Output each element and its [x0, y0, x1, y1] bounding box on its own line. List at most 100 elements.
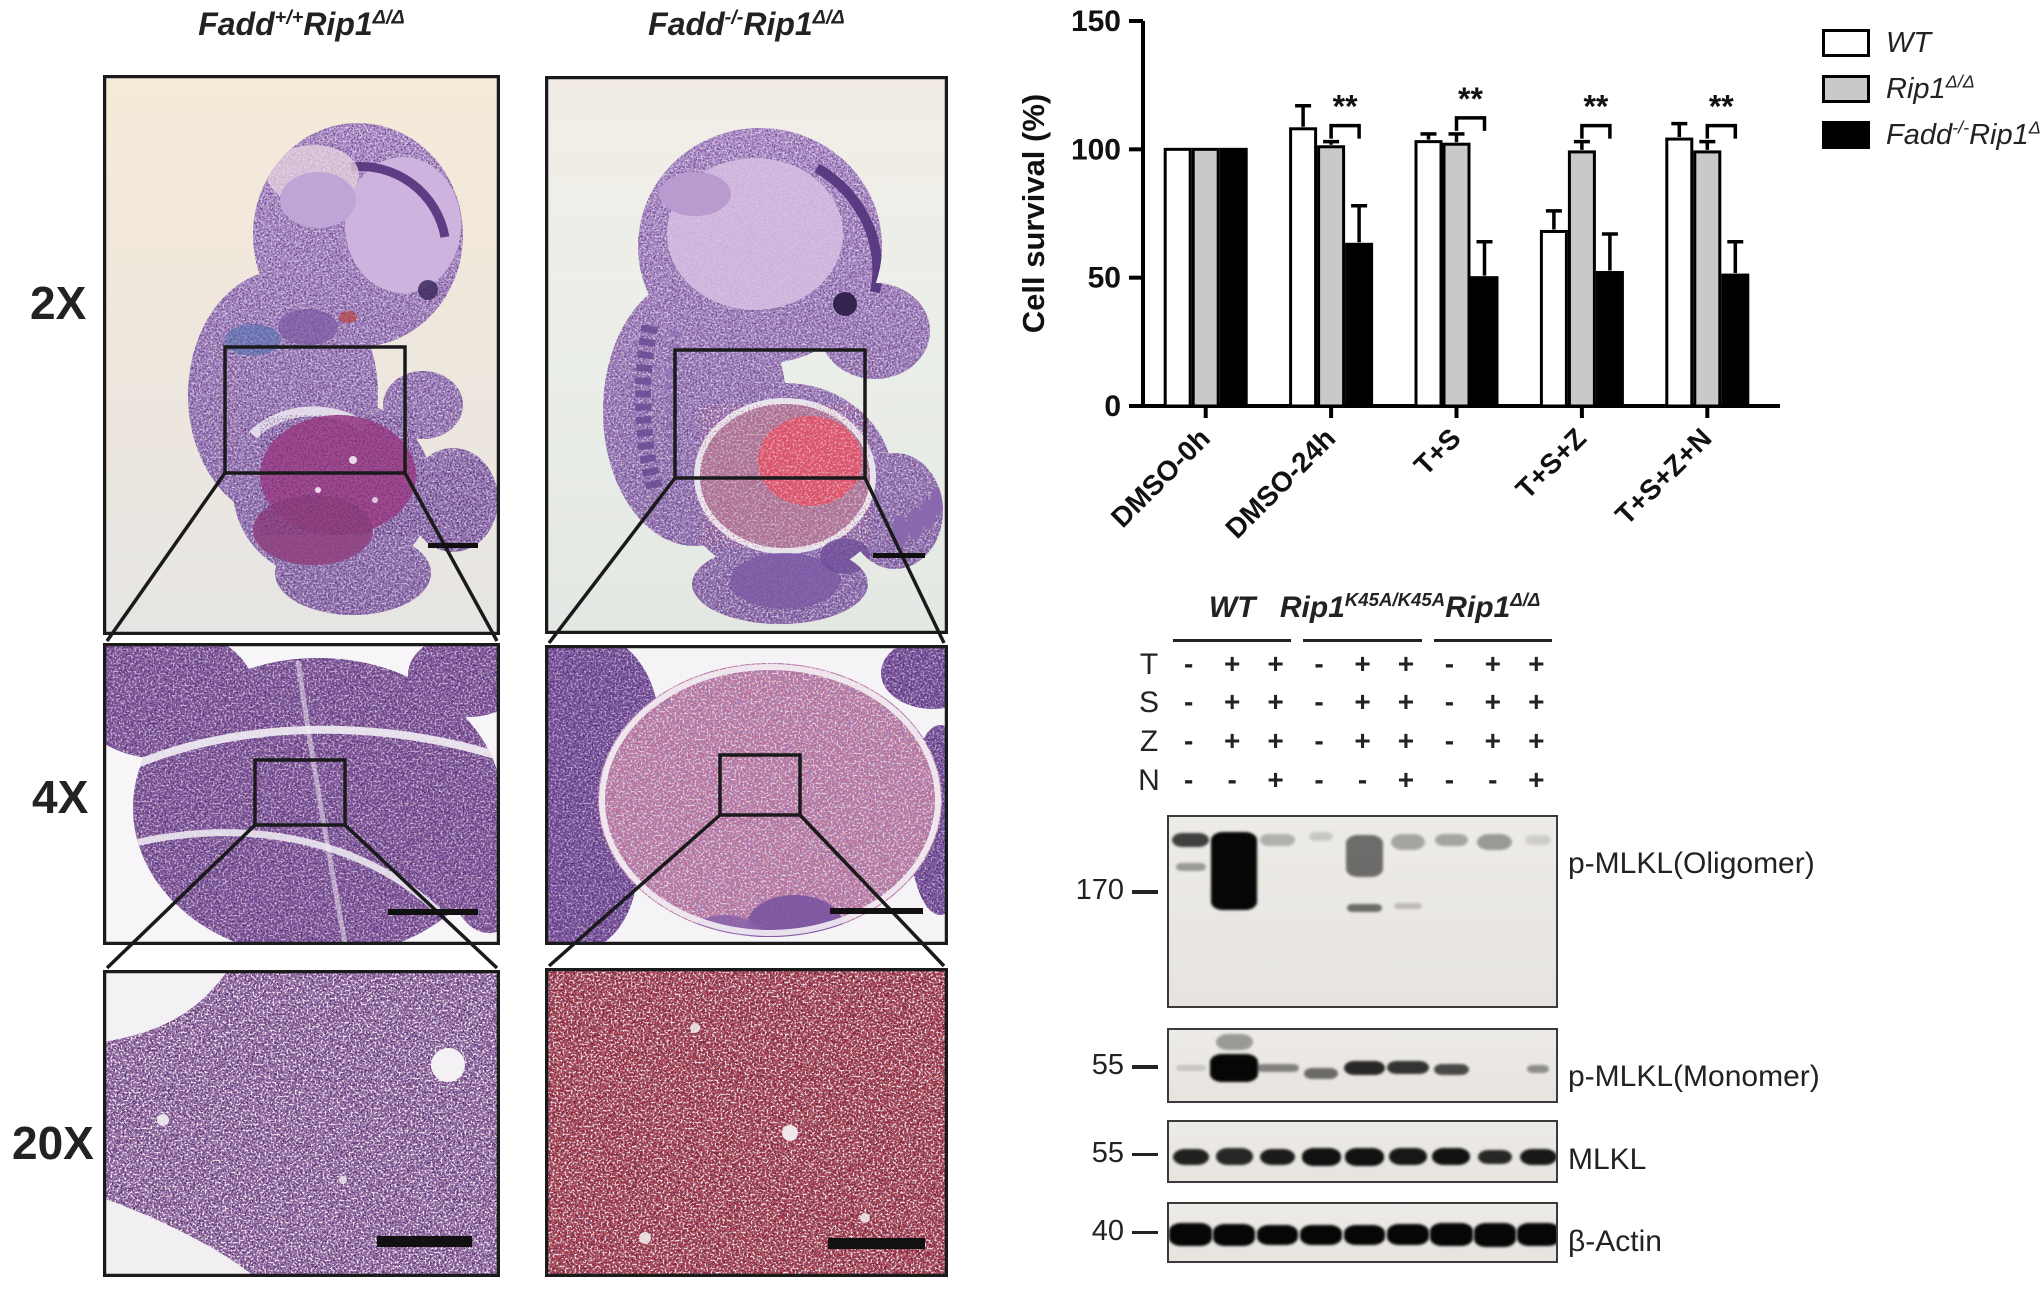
treatment-value: - [1314, 648, 1324, 679]
treatment-value: + [1528, 686, 1545, 717]
legend-swatch [1822, 121, 1870, 149]
significance-bracket [1580, 123, 1612, 139]
treatment-value: + [1223, 686, 1241, 717]
molecular-weight-tick [1132, 1065, 1158, 1069]
protein-band [1519, 1148, 1556, 1165]
treatment-value: - [1227, 764, 1237, 795]
treatment-value: - [1357, 764, 1368, 795]
protein-band [1210, 1053, 1259, 1082]
treatment-row-label: N [1138, 764, 1160, 797]
protein-band [1390, 834, 1426, 851]
y-tick-label: 150 [1071, 5, 1121, 38]
molecular-weight-marker: 170 [1075, 874, 1124, 907]
treatment-value: + [1354, 686, 1371, 717]
protein-band [1525, 835, 1552, 846]
treatment-value: + [1354, 648, 1371, 679]
significance-label: ** [1583, 89, 1608, 125]
treatment-value: + [1397, 686, 1415, 717]
bar-fadd-rip1- [1345, 242, 1374, 408]
protein-band [1527, 1065, 1550, 1073]
protein-band [1175, 863, 1206, 872]
blot-target-label: p-MLKL(Oligomer) [1568, 847, 1815, 880]
protein-band [1387, 1224, 1429, 1245]
blot-target-label: β-Actin [1568, 1225, 1662, 1258]
y-tick-label: 100 [1071, 133, 1121, 166]
protein-band [1211, 832, 1257, 911]
protein-band [1256, 1224, 1299, 1245]
bar-rip1- [1442, 142, 1471, 408]
treatment-value: - [1444, 764, 1455, 795]
histology-image-2x-fadd-wt [103, 75, 500, 635]
bar-rip1- [1191, 147, 1220, 408]
y-tick-label: 50 [1088, 262, 1121, 295]
legend-entry: Rip1Δ/Δ [1822, 66, 2040, 112]
blot-target-label: MLKL [1568, 1143, 1647, 1176]
protein-band [1300, 1224, 1342, 1245]
x-category-label: DMSO-24h [1219, 422, 1341, 544]
protein-band [1477, 1149, 1512, 1164]
bar-wt [1163, 147, 1192, 408]
treatment-value: + [1484, 648, 1501, 679]
protein-band [1516, 1223, 1556, 1246]
treatment-value: + [1267, 764, 1284, 795]
y-tick-label: 0 [1104, 390, 1121, 423]
treatment-value: - [1444, 648, 1455, 679]
treatment-value: + [1528, 764, 1545, 795]
magnification-label-20x: 20X [12, 1117, 94, 1169]
protein-band [1215, 1034, 1253, 1050]
protein-band [1303, 1068, 1339, 1079]
molecular-weight-marker: 40 [1091, 1214, 1124, 1247]
blot-target-label: p-MLKL(Monomer) [1568, 1060, 1820, 1093]
protein-band [1344, 1147, 1385, 1166]
legend-entry: WT [1822, 20, 2040, 66]
histology-title-right: Fadd-/-Rip1Δ/Δ [648, 6, 845, 42]
significance-label: ** [1333, 89, 1358, 125]
legend-label: Fadd-/-Rip1Δ/Δ [1886, 116, 2040, 151]
treatment-value: + [1484, 725, 1501, 756]
treatment-value: - [1314, 686, 1324, 717]
protein-band [1343, 1060, 1386, 1075]
treatment-value: + [1267, 686, 1284, 717]
protein-band [1430, 1223, 1473, 1246]
bar-wt [1414, 140, 1443, 408]
x-category-label: T+S+Z [1510, 422, 1592, 504]
bar-fadd-rip1- [1219, 147, 1248, 408]
treatment-value: + [1484, 686, 1501, 717]
treatment-row-label: T [1139, 648, 1159, 681]
significance-bracket [1454, 116, 1487, 131]
molecular-weight-tick [1132, 1152, 1158, 1157]
protein-band [1434, 1063, 1469, 1075]
molecular-weight-marker: 55 [1091, 1136, 1124, 1169]
protein-band [1387, 1061, 1429, 1074]
bar-fadd-rip1- [1595, 271, 1624, 408]
treatment-value: + [1397, 725, 1415, 756]
treatment-value: + [1267, 725, 1284, 756]
bar-wt [1289, 127, 1318, 408]
protein-band [1215, 1148, 1253, 1166]
treatment-value: + [1397, 764, 1415, 795]
molecular-weight-tick [1132, 1230, 1158, 1234]
blot-genotype-underline [1303, 639, 1422, 642]
protein-band [1347, 903, 1382, 912]
bar-fadd-rip1- [1721, 273, 1750, 408]
protein-band [1309, 831, 1333, 841]
blot-genotype-underline [1433, 639, 1552, 642]
protein-band [1260, 834, 1295, 847]
histology-image-20x-fadd-wt [103, 970, 500, 1277]
treatment-value: - [1314, 764, 1324, 795]
histology-image-4x-fadd-ko [545, 645, 948, 945]
y-axis-title: Cell survival (%) [1016, 94, 1051, 333]
protein-band [1432, 1148, 1471, 1166]
protein-band [1255, 1063, 1300, 1072]
molecular-weight-marker: 55 [1091, 1049, 1124, 1081]
protein-band [1172, 833, 1210, 848]
chart-legend: WT Rip1Δ/Δ Fadd-/-Rip1Δ/Δ [1822, 20, 2040, 158]
significance-bracket [1329, 123, 1361, 139]
bar-fadd-rip1- [1470, 276, 1499, 408]
protein-band [1172, 1148, 1209, 1165]
bar-wt [1539, 229, 1568, 408]
protein-band [1169, 1223, 1212, 1246]
x-category-label: T+S [1408, 422, 1467, 481]
treatment-value: + [1223, 648, 1241, 679]
treatment-value: - [1314, 725, 1324, 756]
